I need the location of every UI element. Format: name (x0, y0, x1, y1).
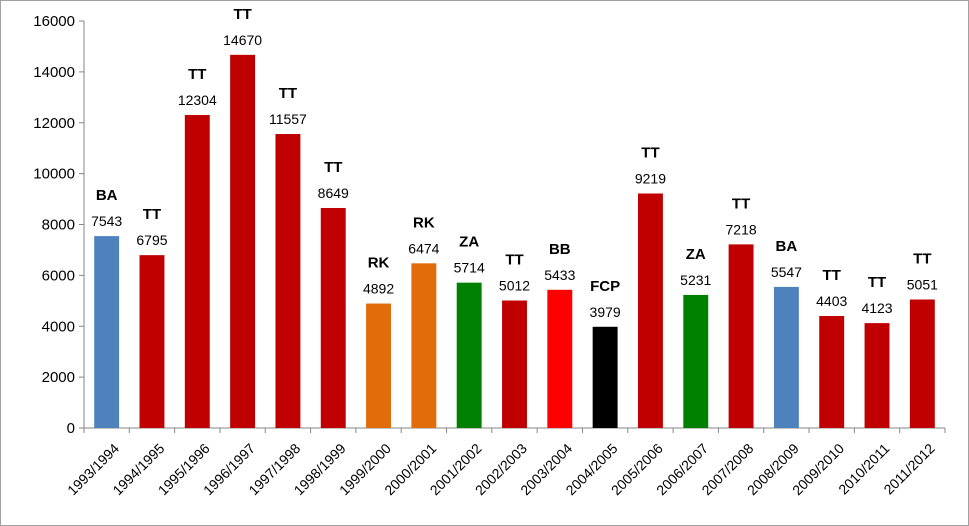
club-annotation: TT (324, 159, 342, 176)
y-tick-label: 10000 (33, 166, 75, 183)
value-label: 5547 (771, 264, 802, 280)
club-annotation: TT (868, 274, 886, 291)
club-annotation: TT (913, 251, 931, 268)
club-annotation: RK (413, 214, 435, 231)
y-tick-label: 4000 (42, 318, 75, 335)
value-label: 8649 (318, 185, 349, 201)
value-label: 6795 (136, 232, 167, 248)
bar (275, 134, 301, 429)
bar (502, 300, 527, 428)
bar (592, 326, 618, 428)
club-annotation: FCP (590, 278, 620, 295)
bar (819, 315, 845, 428)
club-annotation: ZA (459, 234, 479, 251)
club-annotation: BB (549, 241, 571, 258)
bar (909, 299, 935, 428)
bar (637, 193, 663, 428)
value-label: 4123 (861, 300, 892, 316)
y-tick-label: 16000 (33, 13, 75, 30)
club-annotation: BA (96, 187, 118, 204)
club-annotation: TT (188, 66, 206, 83)
y-tick-label: 2000 (42, 369, 75, 386)
bar (139, 255, 165, 428)
value-label: 12304 (178, 92, 217, 108)
club-annotation: TT (143, 206, 161, 223)
club-annotation: RK (368, 255, 390, 272)
y-tick-label: 6000 (42, 267, 75, 284)
bar (683, 294, 709, 428)
club-annotation: TT (732, 195, 750, 212)
bar (547, 289, 573, 428)
y-tick-label: 14000 (33, 64, 75, 81)
bar (94, 236, 120, 428)
value-label: 5231 (680, 272, 711, 288)
value-label: 11557 (269, 111, 307, 127)
value-label: 3979 (590, 304, 621, 320)
value-label: 9219 (635, 170, 666, 186)
bar (728, 244, 754, 428)
club-annotation: TT (505, 252, 523, 269)
value-label: 14670 (223, 32, 262, 48)
bar (184, 115, 210, 428)
bar (366, 303, 392, 428)
value-label: 5051 (907, 277, 938, 293)
club-annotation: TT (823, 267, 841, 284)
value-label: 6474 (408, 240, 439, 256)
value-label: 7218 (726, 221, 757, 237)
club-annotation: TT (641, 144, 659, 161)
value-label: 4892 (363, 281, 394, 297)
bar (773, 286, 799, 428)
club-annotation: TT (233, 6, 251, 23)
club-annotation: BA (776, 238, 798, 255)
value-label: 5714 (454, 260, 485, 276)
bar (864, 323, 890, 428)
value-label: 4403 (816, 293, 847, 309)
value-label: 5012 (499, 278, 530, 294)
bar (230, 54, 256, 428)
y-tick-label: 0 (67, 420, 75, 437)
value-label: 7543 (91, 213, 122, 229)
club-annotation: TT (279, 85, 297, 102)
y-tick-label: 8000 (42, 217, 75, 234)
bar (411, 263, 437, 428)
bar (456, 282, 482, 428)
bar (320, 207, 346, 428)
club-annotation: ZA (686, 246, 706, 263)
y-tick-label: 12000 (33, 115, 75, 132)
value-label: 5433 (544, 267, 575, 283)
